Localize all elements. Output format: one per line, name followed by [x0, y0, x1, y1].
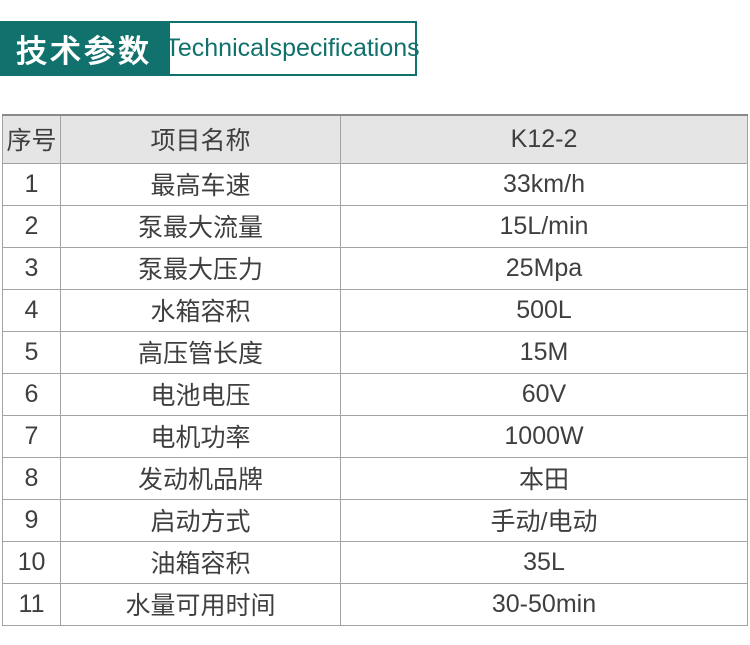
row-value: 25Mpa [340, 246, 748, 290]
row-no: 11 [2, 582, 61, 626]
row-name: 泵最大压力 [60, 246, 341, 290]
row-value: 手动/电动 [340, 498, 748, 542]
table-row: 4 水箱容积 500L [2, 288, 748, 332]
row-name: 电机功率 [60, 414, 341, 458]
row-name: 最高车速 [60, 162, 341, 206]
row-value: 本田 [340, 456, 748, 500]
row-value: 33km/h [340, 162, 748, 206]
table-row: 11 水量可用时间 30-50min [2, 582, 748, 626]
row-name: 电池电压 [60, 372, 341, 416]
table-row: 7 电机功率 1000W [2, 414, 748, 458]
table-row: 1 最高车速 33km/h [2, 162, 748, 206]
row-no: 2 [2, 204, 61, 248]
row-no: 10 [2, 540, 61, 584]
row-no: 6 [2, 372, 61, 416]
row-no: 1 [2, 162, 61, 206]
row-value: 500L [340, 288, 748, 332]
section-title-chinese: 技术参数 [0, 21, 168, 76]
section-title-english: Technicalspecifications [165, 21, 420, 76]
table-row: 10 油箱容积 35L [2, 540, 748, 584]
row-value: 15M [340, 330, 748, 374]
row-name: 发动机品牌 [60, 456, 341, 500]
row-name: 水箱容积 [60, 288, 341, 332]
row-no: 5 [2, 330, 61, 374]
table-row: 9 启动方式 手动/电动 [2, 498, 748, 542]
row-name: 启动方式 [60, 498, 341, 542]
row-no: 8 [2, 456, 61, 500]
table-row: 5 高压管长度 15M [2, 330, 748, 374]
row-no: 4 [2, 288, 61, 332]
column-header-model: K12-2 [340, 114, 748, 164]
table-row: 2 泵最大流量 15L/min [2, 204, 748, 248]
row-name: 油箱容积 [60, 540, 341, 584]
spec-table-header: 序号 项目名称 K12-2 [2, 114, 748, 164]
spec-table-container: 序号 项目名称 K12-2 1 最高车速 33km/h 2 泵最大流量 15L/… [2, 114, 748, 626]
column-header-item-name: 项目名称 [60, 114, 341, 164]
row-value: 1000W [340, 414, 748, 458]
row-no: 9 [2, 498, 61, 542]
table-row: 8 发动机品牌 本田 [2, 456, 748, 500]
row-value: 35L [340, 540, 748, 584]
row-name: 泵最大流量 [60, 204, 341, 248]
row-name: 水量可用时间 [60, 582, 341, 626]
row-no: 3 [2, 246, 61, 290]
header-row: 序号 项目名称 K12-2 [2, 114, 748, 164]
row-no: 7 [2, 414, 61, 458]
section-header: 技术参数 Technicalspecifications [0, 21, 420, 76]
row-value: 30-50min [340, 582, 748, 626]
column-header-index: 序号 [2, 114, 61, 164]
row-value: 15L/min [340, 204, 748, 248]
spec-table: 序号 项目名称 K12-2 1 最高车速 33km/h 2 泵最大流量 15L/… [2, 114, 748, 626]
table-row: 6 电池电压 60V [2, 372, 748, 416]
row-value: 60V [340, 372, 748, 416]
row-name: 高压管长度 [60, 330, 341, 374]
table-row: 3 泵最大压力 25Mpa [2, 246, 748, 290]
spec-table-body: 1 最高车速 33km/h 2 泵最大流量 15L/min 3 泵最大压力 25… [2, 162, 748, 626]
